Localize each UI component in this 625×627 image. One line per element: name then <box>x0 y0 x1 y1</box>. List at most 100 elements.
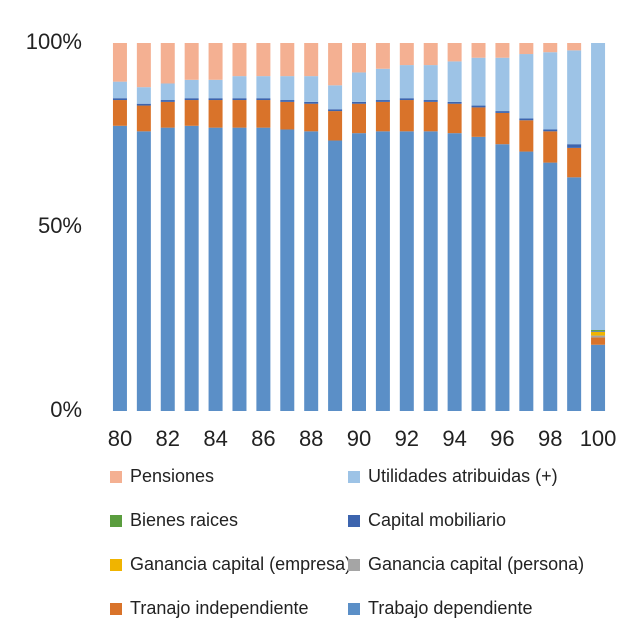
bar-segment <box>280 129 295 412</box>
bar-segment <box>495 43 510 58</box>
bar-segment <box>471 105 486 108</box>
legend-label: Capital mobiliario <box>368 510 506 530</box>
legend-swatch <box>110 515 122 527</box>
bar-segment <box>352 103 366 134</box>
bar-segment <box>567 177 582 411</box>
bar-segment <box>423 101 438 132</box>
y-tick-label: 50% <box>38 213 82 238</box>
bar-segment <box>112 81 127 99</box>
bar-segment <box>447 133 462 411</box>
bar-segment <box>543 43 558 53</box>
bar-segment <box>543 52 558 130</box>
legend-swatch <box>110 471 122 483</box>
bar-segment <box>352 72 366 102</box>
bar-segment <box>232 127 247 411</box>
bar-segment <box>304 101 319 104</box>
bar-segment <box>136 43 151 88</box>
bar-segment <box>447 101 462 104</box>
bar-segment <box>471 43 486 58</box>
bar-segment <box>591 330 606 332</box>
x-tick-label: 84 <box>203 426 227 451</box>
legend-swatch <box>348 559 360 571</box>
legend-swatch <box>110 603 122 615</box>
bar-segment <box>519 54 534 119</box>
bar-segment <box>304 103 319 132</box>
bar-segment <box>280 43 295 77</box>
bar-segment <box>519 151 534 411</box>
bar-segment <box>160 101 175 128</box>
bar-segment <box>519 43 534 55</box>
bar-segment <box>184 43 199 80</box>
bar-segment <box>208 43 223 80</box>
x-tick-label: 86 <box>251 426 275 451</box>
bar-segment <box>232 100 247 128</box>
bar-segment <box>543 131 558 163</box>
bar-segment <box>112 43 127 82</box>
x-tick-label: 90 <box>347 426 371 451</box>
bar-segment <box>543 162 558 411</box>
bar-segment <box>328 140 343 411</box>
x-tick-label: 100 <box>580 426 617 451</box>
bar-segment <box>471 107 486 137</box>
bar-segment <box>328 109 343 112</box>
bar-segment <box>567 43 582 51</box>
bar-segment <box>495 144 510 411</box>
bar-segment <box>447 43 462 62</box>
bar-segment <box>399 98 414 101</box>
bar-segment <box>375 101 390 132</box>
bar-segment <box>208 127 223 411</box>
legend-label: Ganancia capital (empresa) <box>130 554 351 574</box>
bar-segment <box>232 98 247 101</box>
x-tick-label: 94 <box>442 426 466 451</box>
legend-label: Utilidades atribuidas (+) <box>368 466 558 486</box>
bar-segment <box>208 100 223 128</box>
bar-segment <box>352 101 366 104</box>
bar-segment <box>160 43 175 84</box>
bar-segment <box>136 105 151 132</box>
bar-segment <box>399 43 414 66</box>
legend-swatch <box>348 603 360 615</box>
bar-segment <box>567 147 582 178</box>
bar-segment <box>256 98 271 101</box>
legend-label: Tranajo independiente <box>130 598 308 618</box>
legend-swatch <box>110 559 122 571</box>
bar-segment <box>399 65 414 99</box>
legend-label: Bienes raices <box>130 510 238 530</box>
bar-segment <box>591 331 606 332</box>
legend-swatch <box>348 471 360 483</box>
bar-segment <box>423 131 438 411</box>
bar-segment <box>112 100 127 126</box>
bar-segment <box>184 100 199 126</box>
legend-label: Trabajo dependiente <box>368 598 532 618</box>
bar-segment <box>208 98 223 101</box>
bar-segment <box>375 131 390 411</box>
bar-segment <box>471 57 486 106</box>
y-tick-label: 100% <box>26 29 82 54</box>
bar-segment <box>495 111 510 113</box>
bar-segment <box>304 76 319 102</box>
bar-segment <box>495 57 510 112</box>
bar-segment <box>399 100 414 132</box>
bar-segment <box>256 76 271 99</box>
legend-swatch <box>348 515 360 527</box>
bar-segment <box>375 100 390 102</box>
bar-segment <box>352 43 366 73</box>
bar-segment <box>328 111 343 141</box>
bar-segment <box>567 144 582 148</box>
x-tick-label: 98 <box>538 426 562 451</box>
bar-segment <box>208 79 223 99</box>
bar-segment <box>136 87 151 104</box>
bar-segment <box>519 118 534 121</box>
bar-segment <box>256 43 271 77</box>
x-tick-label: 96 <box>490 426 514 451</box>
bar-segment <box>567 50 582 145</box>
bar-segment <box>423 65 438 101</box>
bar-segment <box>160 127 175 411</box>
legend-label: Pensiones <box>130 466 214 486</box>
x-tick-label: 88 <box>299 426 323 451</box>
bar-segment <box>256 100 271 128</box>
bar-segment <box>232 43 247 77</box>
bar-segment <box>447 103 462 134</box>
bar-segment <box>112 98 127 101</box>
